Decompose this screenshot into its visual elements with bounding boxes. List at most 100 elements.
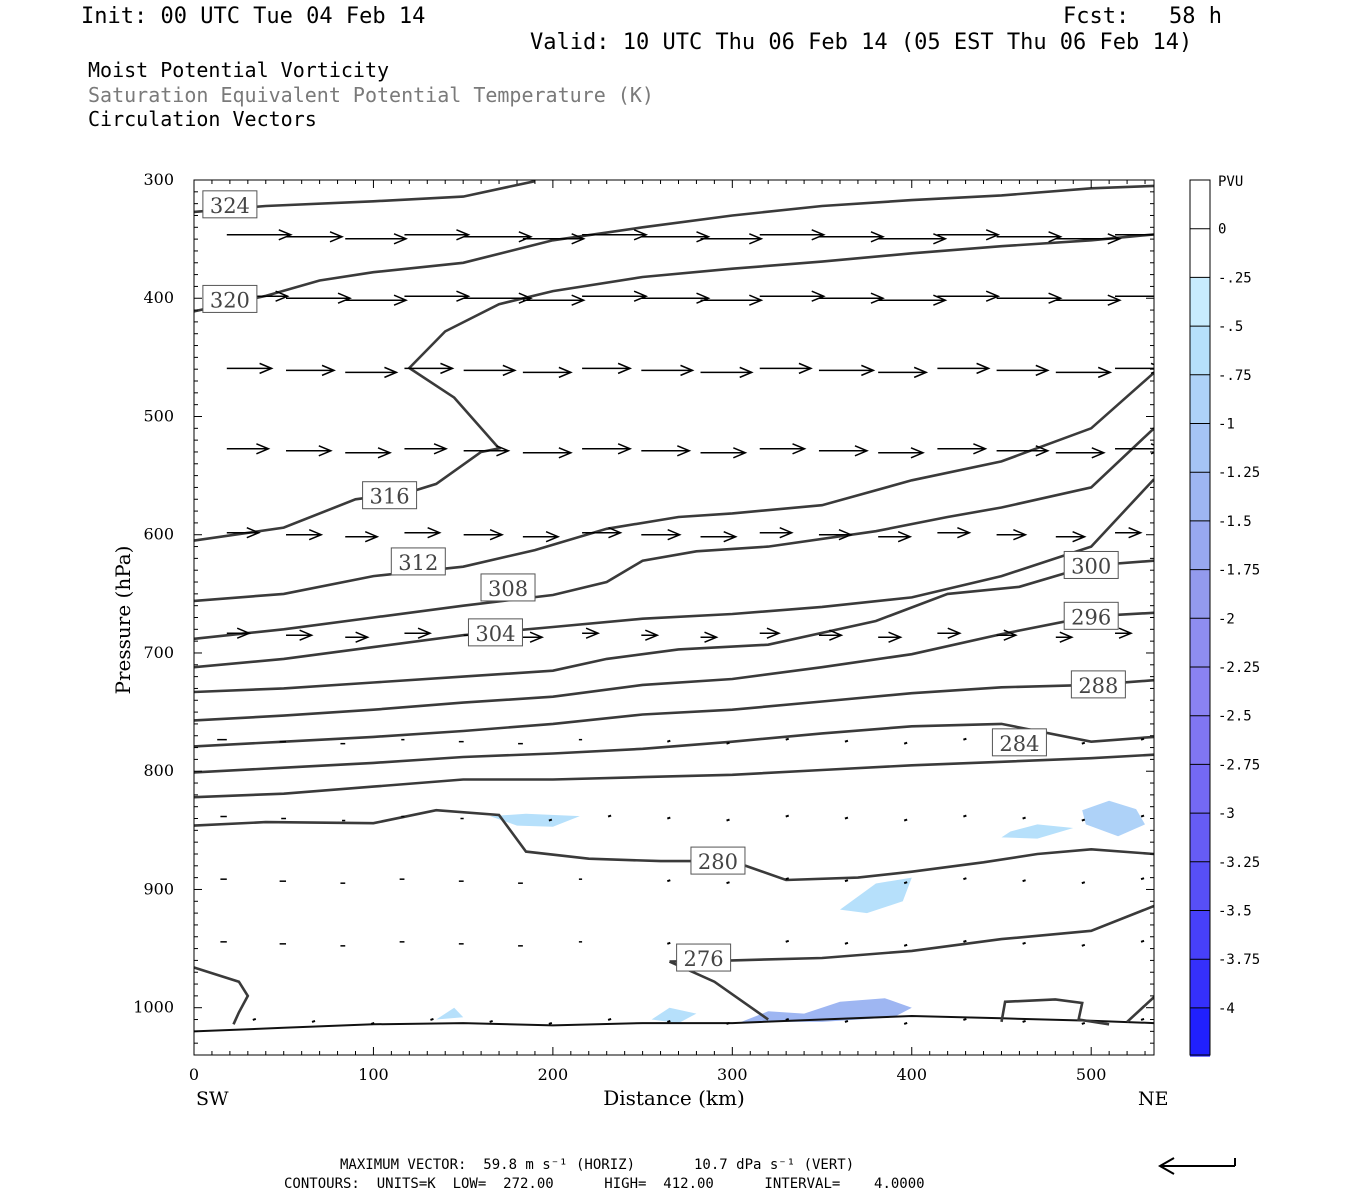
colorbar-swatch bbox=[1190, 764, 1210, 814]
contour-line bbox=[1126, 996, 1154, 1023]
vector-arrow bbox=[963, 737, 967, 741]
vector-arrow bbox=[1022, 816, 1026, 820]
vector-arrow bbox=[252, 1017, 257, 1021]
mpv-patch bbox=[490, 813, 580, 827]
colorbar-swatch bbox=[1190, 910, 1210, 960]
contour-line bbox=[194, 478, 1154, 669]
contour-line bbox=[194, 184, 1154, 313]
colorbar-swatch bbox=[1190, 277, 1210, 327]
vector-arrow bbox=[792, 443, 807, 455]
vector-arrow bbox=[545, 531, 561, 543]
vector-arrow bbox=[1140, 814, 1145, 818]
vector-arrow bbox=[779, 527, 794, 539]
valid-time: Valid: 10 UTC Thu 06 Feb 14 (05 EST Thu … bbox=[530, 30, 1193, 55]
vector-arrow bbox=[785, 737, 790, 741]
y-axis-label: Pressure (hPa) bbox=[111, 546, 135, 695]
vector-arrow bbox=[548, 818, 553, 822]
colorbar-label: -.75 bbox=[1218, 368, 1252, 384]
vector-arrow bbox=[355, 631, 370, 643]
vector-arrow bbox=[1081, 741, 1086, 745]
contour-label-box bbox=[467, 618, 523, 647]
vector-arrow bbox=[666, 941, 671, 945]
vector-arrow bbox=[903, 741, 908, 745]
colorbar-label: -2.25 bbox=[1218, 660, 1260, 676]
vector-arrow bbox=[278, 229, 293, 241]
vector-arrow bbox=[329, 231, 344, 243]
colorbar-label: -3 bbox=[1218, 806, 1235, 822]
vector-arrow bbox=[785, 877, 790, 881]
contour-label-box bbox=[362, 481, 418, 510]
vector-arrow bbox=[318, 445, 333, 457]
vector-arrow bbox=[726, 1021, 730, 1025]
vector-arrow bbox=[798, 362, 813, 375]
vector-arrow bbox=[1118, 627, 1133, 639]
vector-arrow bbox=[364, 531, 380, 543]
vector-arrow bbox=[1035, 445, 1050, 457]
vector-arrow bbox=[844, 816, 849, 820]
colorbar-label: -4 bbox=[1218, 1001, 1235, 1017]
circulation-vectors bbox=[217, 229, 1154, 1025]
reference-vector bbox=[1157, 1157, 1236, 1175]
x-axis-label: Distance (km) bbox=[603, 1086, 745, 1110]
vector-arrow bbox=[607, 814, 612, 818]
y-tick-label: 800 bbox=[143, 761, 174, 780]
vector-arrow bbox=[726, 741, 730, 745]
vector-arrow bbox=[308, 529, 324, 541]
vector-arrow bbox=[299, 629, 314, 641]
colorbar-label: -3.25 bbox=[1218, 855, 1260, 871]
vector-arrow bbox=[666, 739, 671, 743]
vector-arrow bbox=[1022, 941, 1026, 945]
vector-arrow bbox=[633, 290, 649, 302]
colorbar-swatch bbox=[1190, 228, 1210, 278]
vector-arrow bbox=[785, 1017, 790, 1021]
vector-arrow bbox=[645, 629, 660, 641]
vector-arrow bbox=[1022, 879, 1026, 883]
colorbar-swatch bbox=[1190, 180, 1210, 229]
contour-line bbox=[194, 559, 1154, 694]
vector-arrow bbox=[947, 627, 962, 639]
colorbar-label: -2.5 bbox=[1218, 709, 1252, 725]
max-vector-note: MAXIMUM VECTOR: 59.8 m s⁻¹ (HORIZ) 10.7 … bbox=[340, 1157, 855, 1173]
contour-label-box bbox=[390, 547, 446, 576]
vector-arrow bbox=[963, 877, 967, 881]
vector-arrow bbox=[680, 364, 695, 377]
vector-arrow bbox=[617, 443, 633, 455]
vector-arrow bbox=[585, 627, 601, 639]
vector-arrow bbox=[518, 231, 533, 243]
vector-arrow bbox=[456, 229, 471, 241]
vector-arrow bbox=[888, 631, 903, 643]
vector-arrow bbox=[275, 290, 290, 302]
colorbar-label: -1.75 bbox=[1218, 563, 1260, 579]
contour-line bbox=[1000, 998, 1110, 1026]
vector-arrow bbox=[1107, 233, 1122, 245]
contour-line bbox=[194, 966, 250, 1025]
ne-label: NE bbox=[1138, 1088, 1169, 1110]
vector-arrow bbox=[571, 233, 586, 245]
contour-line bbox=[194, 753, 1154, 799]
vector-arrow bbox=[236, 627, 252, 639]
x-tick-label: 100 bbox=[358, 1065, 389, 1084]
vector-arrow bbox=[518, 292, 533, 304]
vector-arrow bbox=[696, 231, 711, 243]
contour-label-box bbox=[690, 846, 746, 875]
colorbar-swatch bbox=[1190, 472, 1210, 521]
y-tick-label: 1000 bbox=[133, 998, 174, 1017]
contour-line bbox=[669, 904, 1154, 963]
vector-arrow bbox=[903, 943, 908, 947]
vector-arrow bbox=[1081, 943, 1086, 947]
vector-arrow bbox=[785, 814, 790, 818]
y-tick-label: 700 bbox=[143, 643, 174, 662]
contour-label: 320 bbox=[210, 288, 250, 312]
colorbar-label: -3.5 bbox=[1218, 904, 1252, 920]
vector-arrow bbox=[1013, 529, 1028, 541]
vector-arrow bbox=[311, 1019, 316, 1023]
colorbar-label: -2 bbox=[1218, 611, 1235, 627]
contour-line bbox=[194, 371, 1154, 603]
contour-label-box bbox=[676, 943, 732, 972]
vector-arrow bbox=[897, 531, 913, 543]
colorbar-swatch bbox=[1190, 618, 1210, 667]
vector-arrow bbox=[489, 529, 505, 541]
vector-arrow bbox=[976, 362, 991, 375]
contour-label-box bbox=[991, 728, 1047, 757]
contour-line bbox=[194, 427, 1154, 641]
